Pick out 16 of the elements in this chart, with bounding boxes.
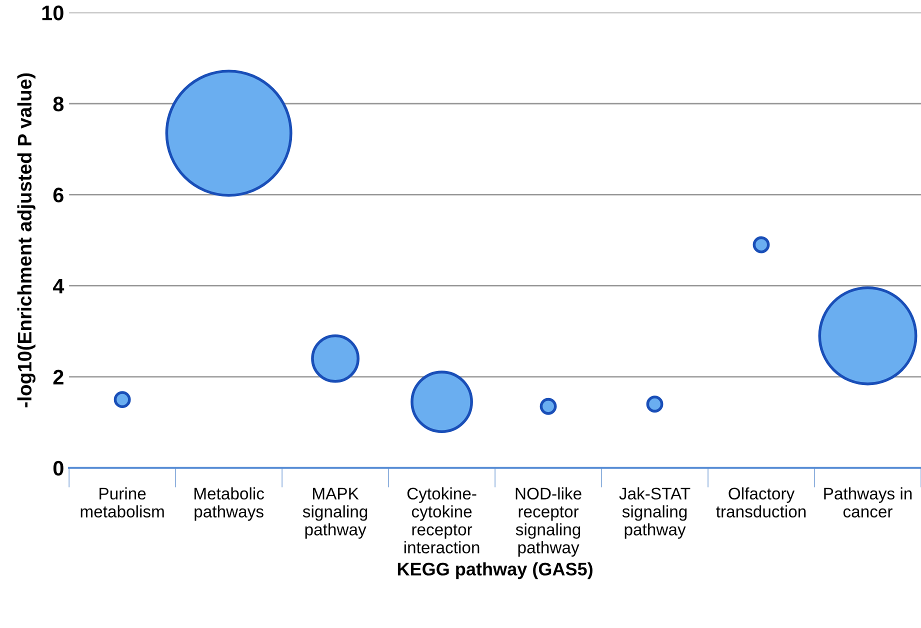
y-tick-label: 6 — [53, 188, 64, 202]
y-tick-label: 0 — [53, 460, 64, 476]
y-tick-label: 4 — [52, 278, 64, 294]
x-tick-label: NOD-like receptor signaling pathway — [516, 487, 582, 557]
y-tick-label: 10 — [42, 6, 64, 20]
x-tick-label: Cytokine-cytokine receptor interaction — [404, 487, 480, 554]
x-tick-label: Olfactory transduction — [716, 487, 806, 518]
y-axis-title: -log10(Enrichment adjusted P value) — [17, 73, 36, 408]
y-tick-label: 8 — [53, 96, 64, 112]
x-tick-label: Jak-STAT signaling pathway — [619, 487, 690, 539]
x-tick-label: Pathways in cancer — [824, 487, 912, 518]
x-tick-label: Metabolic pathways — [194, 487, 264, 521]
y-tick-label: 2 — [53, 370, 64, 384]
x-tick-label: Purine metabolism — [80, 487, 164, 518]
x-axis-title: KEGG pathway (GAS5) — [398, 562, 592, 580]
x-tick-label: MAPK signaling pathway — [302, 488, 368, 539]
